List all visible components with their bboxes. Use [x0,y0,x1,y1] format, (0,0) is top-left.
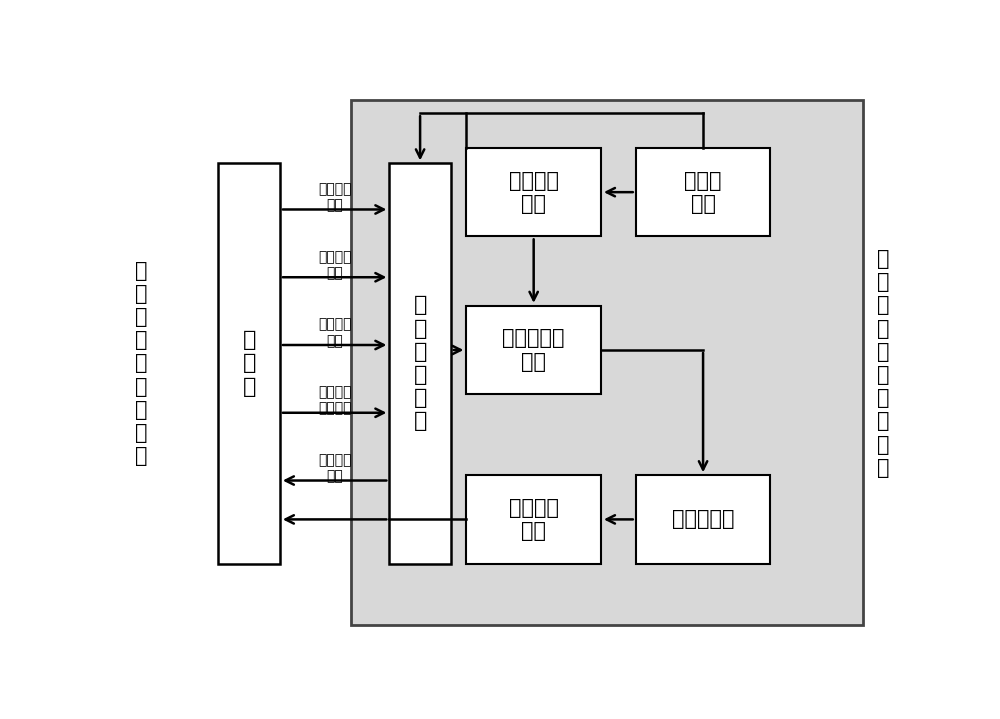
Text: 设备生产
工艺参数: 设备生产 工艺参数 [318,385,351,416]
Bar [218,163,280,564]
Text: 人
机
交
互
系
统
主
系
统: 人 机 交 互 系 统 主 系 统 [135,261,148,467]
Bar [466,475,601,564]
Text: 可
编
程
工
艺
解
析
子
系
统: 可 编 程 工 艺 解 析 子 系 统 [877,249,890,478]
Text: 产品设计
数据: 产品设计 数据 [318,182,351,212]
Text: 产品下料
数据: 产品下料 数据 [318,249,351,280]
Text: 数
据
管
理
模
块: 数 据 管 理 模 块 [413,296,427,431]
Bar [351,100,863,626]
Text: 结果输出
模块: 结果输出 模块 [509,498,559,541]
Bar [636,475,770,564]
Text: 编辑器
模块: 编辑器 模块 [684,170,722,214]
Text: 叠片工艺
数据: 叠片工艺 数据 [318,453,351,483]
Text: 设备机器
参数: 设备机器 参数 [318,318,351,348]
Bar [466,148,601,237]
Bar [466,306,601,394]
Bar [636,148,770,237]
Text: 语法检查
模块: 语法检查 模块 [509,170,559,214]
Bar [389,163,451,564]
Text: 数
据
库: 数 据 库 [242,330,256,397]
Text: 脚本预处理
模块: 脚本预处理 模块 [502,329,565,372]
Text: 解释器模块: 解释器模块 [672,509,734,529]
